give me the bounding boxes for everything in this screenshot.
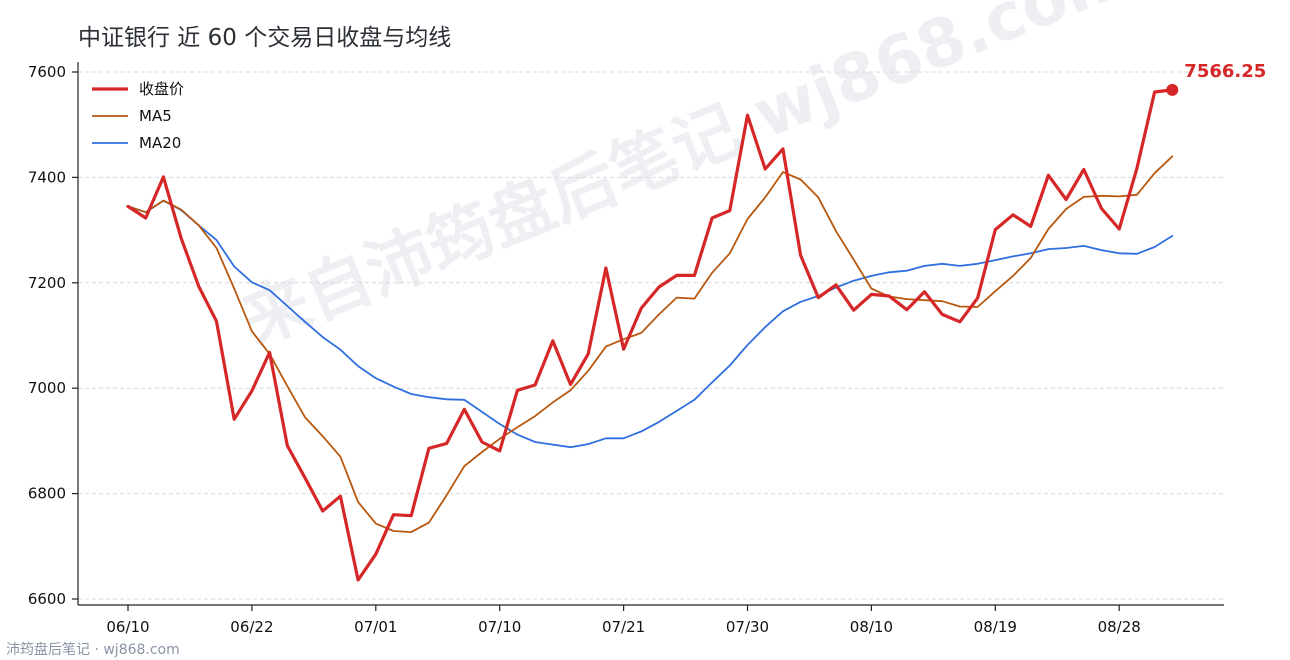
grid-lines (78, 71, 1224, 600)
y-tick-label: 7000 (28, 379, 66, 397)
legend-label-ma20: MA20 (139, 134, 181, 152)
x-tick-label: 07/21 (602, 618, 645, 636)
series-lines (126, 88, 1174, 582)
chart-title: 中证银行 近 60 个交易日收盘与均线 (78, 25, 451, 51)
y-tick-label: 7600 (28, 63, 66, 81)
series-line-ma20 (127, 199, 1174, 449)
x-tick-label: 08/28 (1098, 618, 1141, 636)
y-tick-label: 6600 (28, 590, 66, 608)
x-tick-label: 08/19 (974, 618, 1017, 636)
x-tick-label: 06/10 (106, 618, 149, 636)
x-axis-ticks: 06/10 06/22 07/01 07/10 07/21 07/30 08/10 08/19… (106, 605, 1141, 636)
y-tick-label: 7200 (28, 274, 66, 292)
legend: 收盘价 MA5 MA20 (92, 80, 184, 152)
legend-label-close: 收盘价 (139, 80, 184, 98)
footer-source: 沛筠盘后笔记 · wj868.com (6, 641, 180, 658)
x-tick-label: 08/10 (850, 618, 893, 636)
y-axis-ticks: 6600 6800 7000 7200 7400 7600 (28, 63, 78, 608)
legend-label-ma5: MA5 (139, 107, 172, 125)
series-line-close (126, 88, 1174, 582)
y-tick-label: 6800 (28, 485, 66, 503)
series-line-ma5 (127, 155, 1174, 533)
watermark: 来自沛筠盘后笔记 wj868.com (232, 0, 1142, 360)
x-tick-label: 06/22 (230, 618, 273, 636)
last-close-label: 7566.25 (1184, 61, 1266, 82)
last-close-point (1166, 83, 1179, 96)
x-tick-label: 07/30 (726, 618, 769, 636)
y-tick-label: 7400 (28, 168, 66, 186)
x-tick-label: 07/01 (354, 618, 397, 636)
x-tick-label: 07/10 (478, 618, 521, 636)
